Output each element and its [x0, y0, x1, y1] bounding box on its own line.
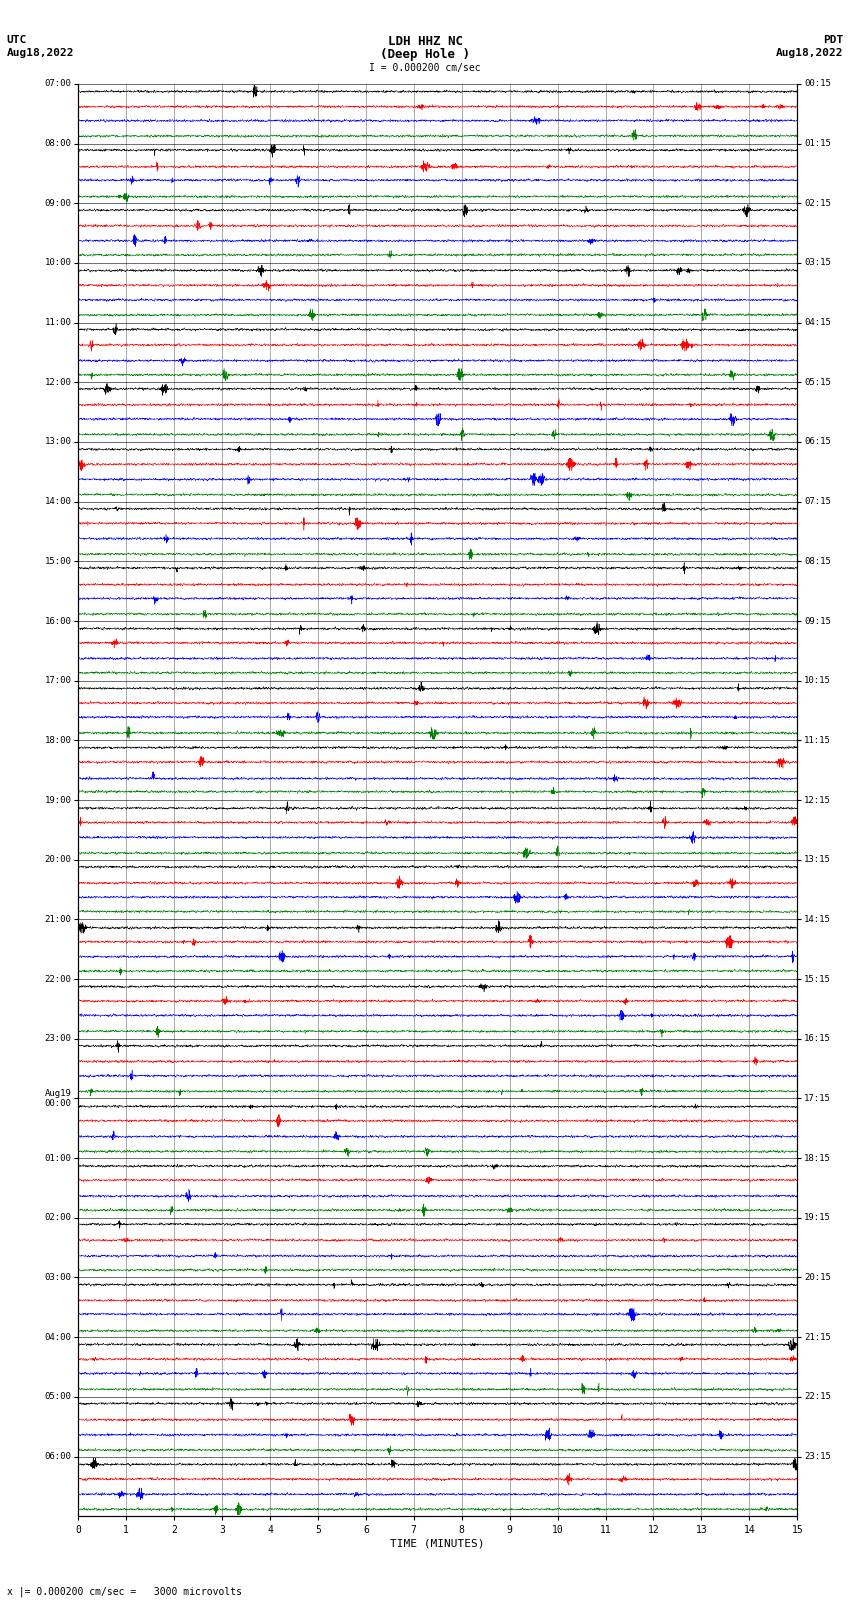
- X-axis label: TIME (MINUTES): TIME (MINUTES): [390, 1539, 485, 1548]
- Text: Aug18,2022: Aug18,2022: [7, 48, 74, 58]
- Text: Aug18,2022: Aug18,2022: [776, 48, 843, 58]
- Text: I = 0.000200 cm/sec: I = 0.000200 cm/sec: [369, 63, 481, 73]
- Text: x |= 0.000200 cm/sec =   3000 microvolts: x |= 0.000200 cm/sec = 3000 microvolts: [7, 1586, 241, 1597]
- Text: (Deep Hole ): (Deep Hole ): [380, 48, 470, 61]
- Text: UTC: UTC: [7, 35, 27, 45]
- Text: LDH HHZ NC: LDH HHZ NC: [388, 35, 462, 48]
- Text: PDT: PDT: [823, 35, 843, 45]
